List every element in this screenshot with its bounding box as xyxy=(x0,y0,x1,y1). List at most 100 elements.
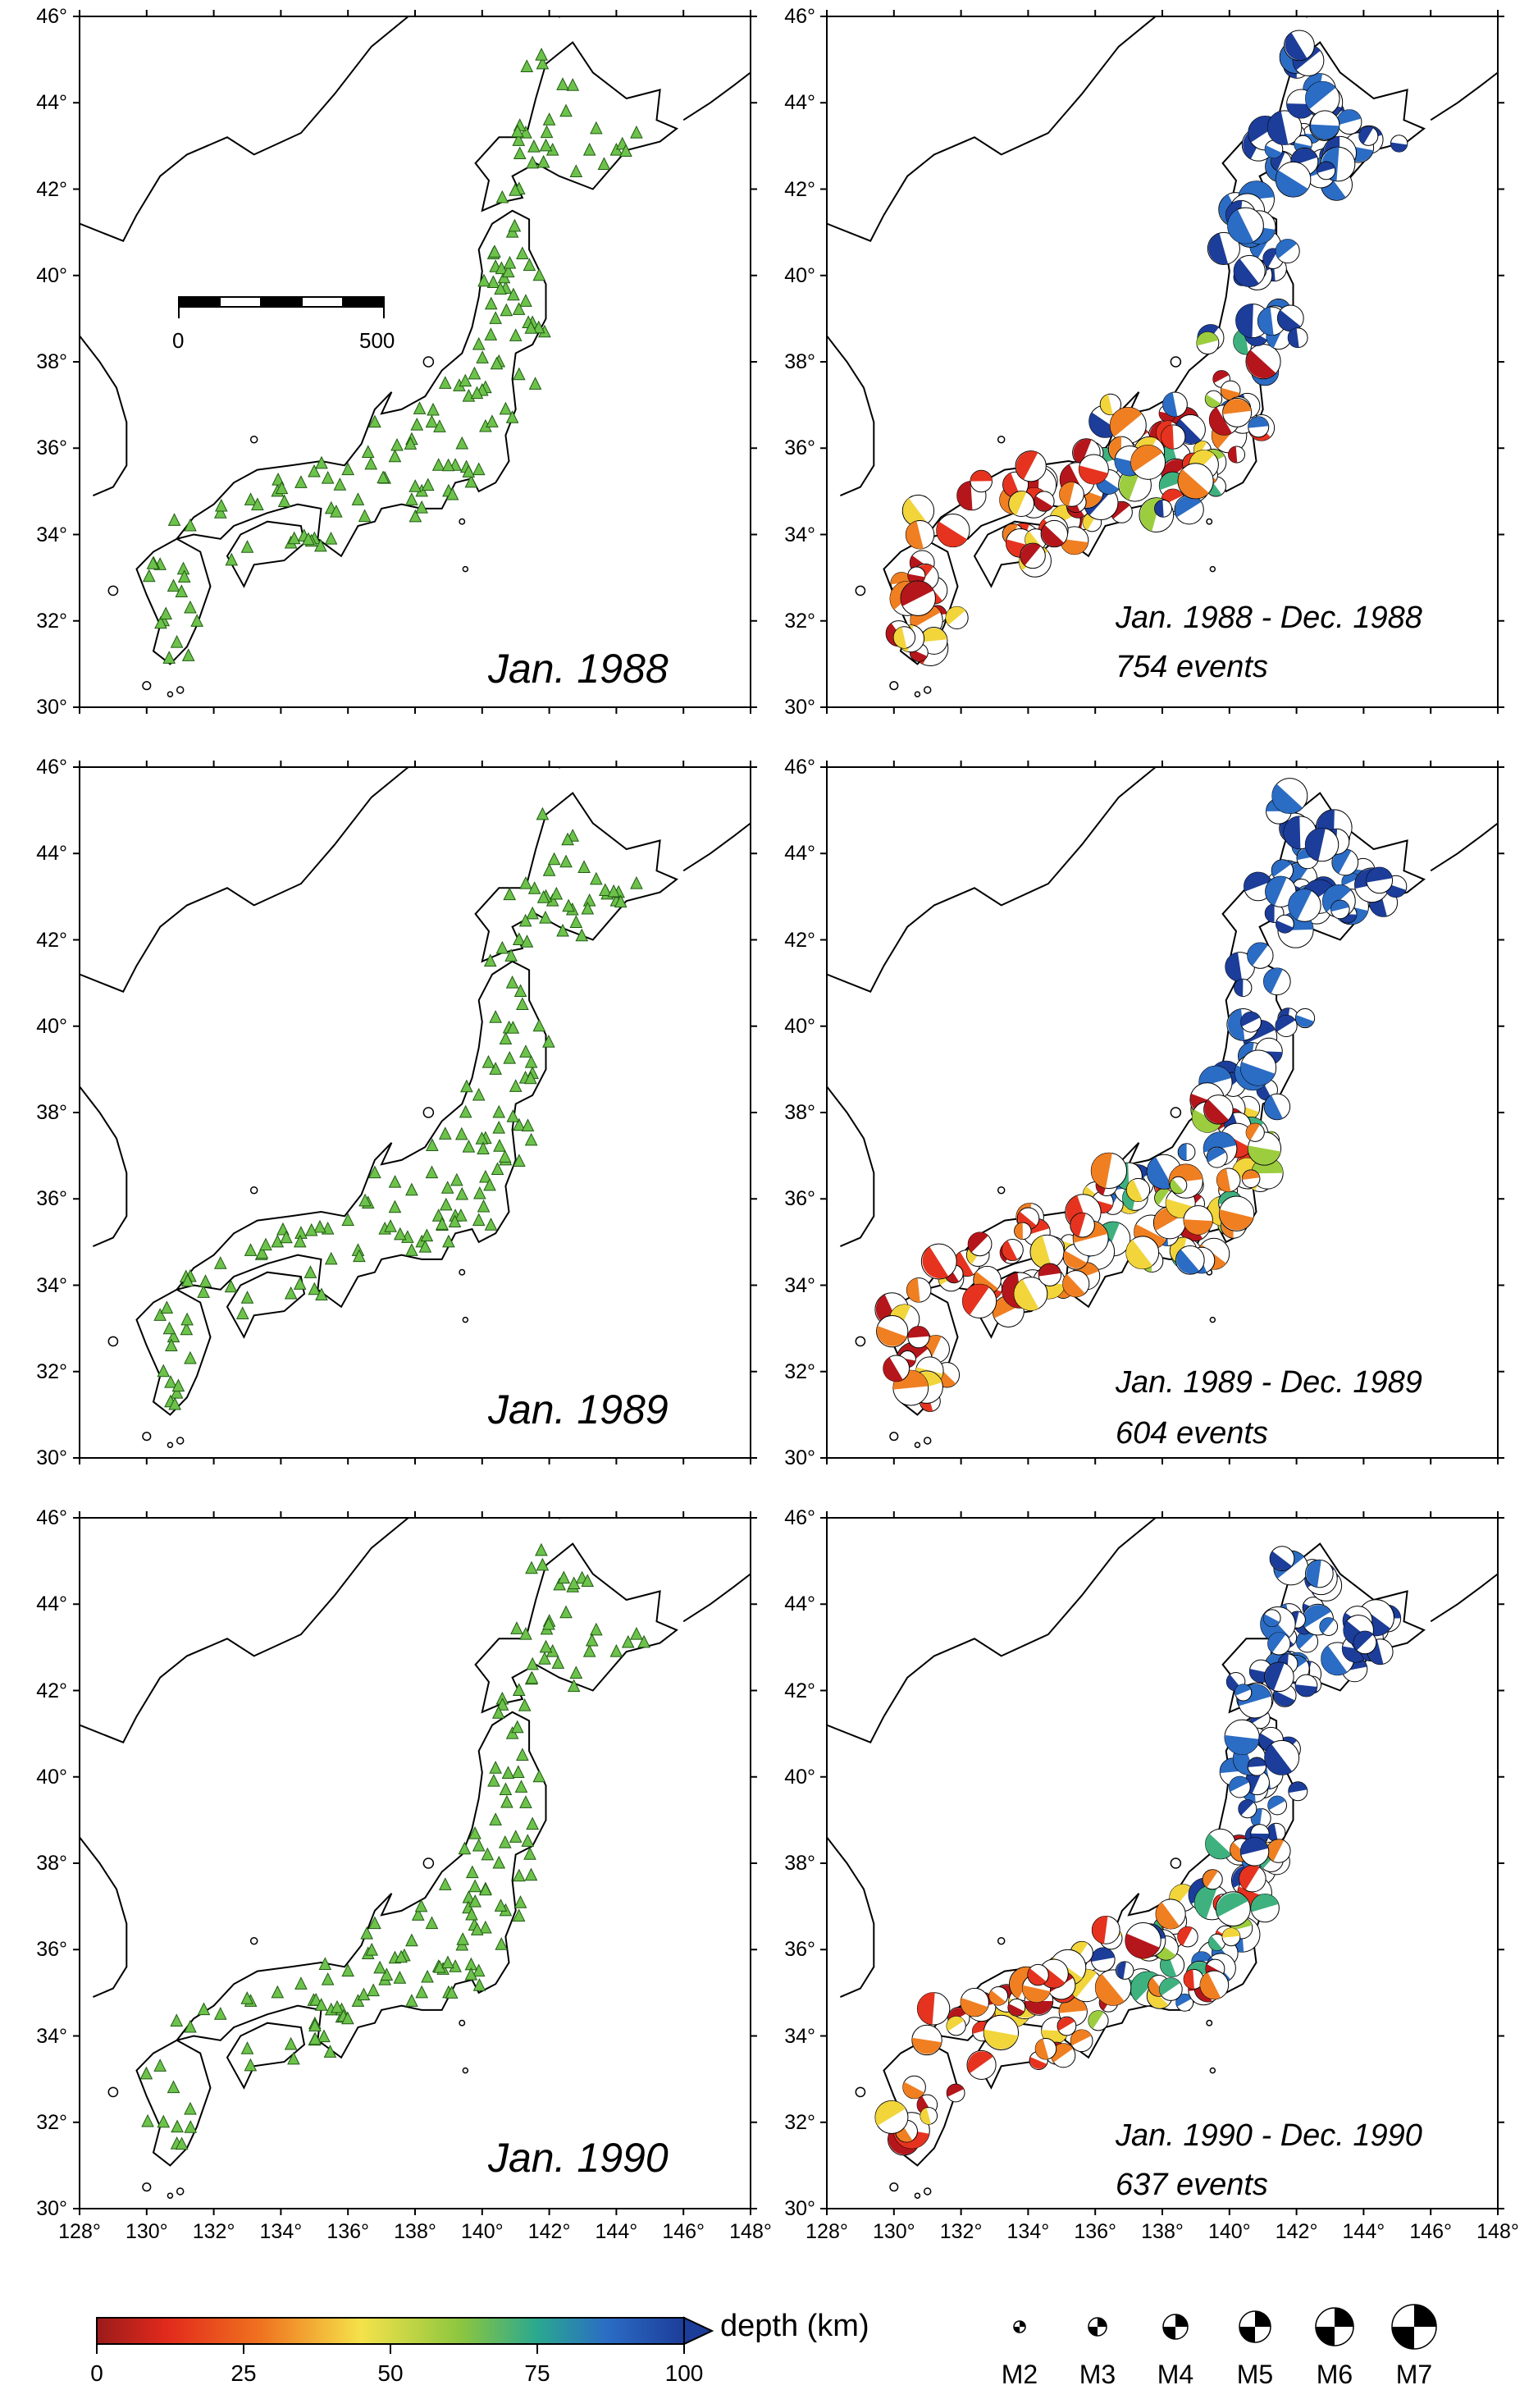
station-triangle xyxy=(536,56,550,70)
latitude-label: 46° xyxy=(784,756,815,779)
station-triangle xyxy=(213,2007,227,2020)
station-triangle xyxy=(184,2120,198,2133)
station-triangle xyxy=(535,1542,548,1556)
coastline xyxy=(1289,767,1344,770)
beachball xyxy=(1336,109,1362,135)
beachball xyxy=(1062,1270,1090,1298)
beachball xyxy=(1125,1236,1160,1270)
station-triangle xyxy=(240,540,254,553)
latitude-label: 44° xyxy=(36,91,67,115)
latitude-label: 42° xyxy=(36,177,67,201)
magnitude-beachball xyxy=(1088,2317,1107,2337)
latitude-label: 34° xyxy=(36,523,67,546)
beachball xyxy=(1266,110,1303,145)
focal-mechanism-symbols xyxy=(874,778,1408,1412)
station-triangle xyxy=(367,1983,380,1997)
station-triangle xyxy=(170,2013,184,2026)
beachball xyxy=(1029,1234,1065,1269)
station-triangle xyxy=(225,552,239,566)
station-triangle xyxy=(527,881,541,894)
station-triangle xyxy=(473,1186,486,1199)
station-triangle xyxy=(271,1985,285,1999)
station-triangle xyxy=(154,615,167,629)
latitude-label: 40° xyxy=(784,1765,815,1789)
beachball xyxy=(1015,450,1047,482)
island xyxy=(889,1432,899,1442)
island xyxy=(997,1186,1006,1195)
map-panel-events-1990 xyxy=(826,1517,1499,2209)
station-triangle xyxy=(394,1227,407,1241)
station-triangle xyxy=(539,138,553,152)
coastline xyxy=(135,537,212,665)
station-triangle xyxy=(519,1626,532,1640)
station-triangle xyxy=(472,1963,486,1977)
station-triangle xyxy=(405,1182,418,1196)
beachball xyxy=(983,2014,1020,2051)
beachball xyxy=(1288,1781,1308,1802)
station-triangle xyxy=(368,1165,381,1179)
station-triangle xyxy=(472,336,486,350)
latitude-label: 40° xyxy=(36,1014,67,1038)
station-triangle xyxy=(582,143,596,156)
latitude-label: 44° xyxy=(36,1592,67,1616)
station-triangle xyxy=(413,401,427,414)
island xyxy=(176,1437,185,1445)
beachball xyxy=(1162,391,1188,418)
station-triangle xyxy=(499,1031,513,1045)
station-triangle xyxy=(425,1916,439,1930)
station-triangle xyxy=(393,1971,407,1984)
station-triangle xyxy=(481,1847,495,1861)
beachball xyxy=(1008,491,1035,517)
latitude-label: 36° xyxy=(784,1187,815,1211)
station-triangle xyxy=(472,1087,486,1101)
coastline xyxy=(1289,16,1344,19)
station-triangle xyxy=(569,164,583,177)
magnitude-label-m7: M7 xyxy=(1395,2360,1433,2389)
axis-ticks xyxy=(73,1511,757,2215)
station-triangle xyxy=(477,1199,491,1213)
station-triangle xyxy=(425,1165,439,1179)
station-triangle xyxy=(536,806,550,820)
station-triangle xyxy=(516,1748,529,1761)
island xyxy=(249,435,258,444)
beachball xyxy=(1177,463,1214,500)
island xyxy=(923,2187,932,2196)
station-triangle xyxy=(439,376,452,389)
magnitude-label-m6: M6 xyxy=(1316,2360,1353,2389)
longitude-label: 134° xyxy=(259,2220,303,2243)
station-triangle xyxy=(524,1132,538,1146)
station-triangle xyxy=(287,531,301,545)
beachball xyxy=(1264,1739,1300,1775)
scale-bar-segment xyxy=(342,296,385,308)
station-triangle xyxy=(494,1899,508,1912)
station-triangle xyxy=(526,1656,539,1670)
magnitude-label-m4: M4 xyxy=(1157,2360,1194,2389)
station-triangle xyxy=(509,328,523,341)
beachball xyxy=(1267,1795,1288,1816)
longitude-label: 128° xyxy=(806,2220,848,2243)
beachball xyxy=(1203,1094,1234,1125)
beachball xyxy=(916,1992,951,2026)
station-triangle xyxy=(501,1766,515,1779)
axis-ticks xyxy=(73,10,757,714)
station-triangle xyxy=(479,1920,492,1934)
coastline xyxy=(682,822,751,872)
station-triangle xyxy=(519,1795,532,1808)
latitude-label: 46° xyxy=(36,1506,67,1529)
station-triangle xyxy=(462,464,476,477)
latitude-label: 30° xyxy=(36,696,67,719)
station-triangle xyxy=(157,1364,171,1378)
beachball xyxy=(920,1243,957,1280)
panel-frame xyxy=(79,16,751,708)
station-triangle xyxy=(405,1933,418,1947)
island xyxy=(422,356,435,368)
island xyxy=(923,1437,932,1445)
latitude-label: 30° xyxy=(784,696,815,719)
map-panel-events-1989 xyxy=(826,766,1499,1459)
latitude-label: 34° xyxy=(784,523,815,546)
station-triangle xyxy=(365,1942,379,1956)
latitude-label: 32° xyxy=(784,2110,815,2134)
station-triangle xyxy=(499,401,513,415)
station-triangle xyxy=(505,976,519,989)
latitude-label: 46° xyxy=(36,5,67,28)
